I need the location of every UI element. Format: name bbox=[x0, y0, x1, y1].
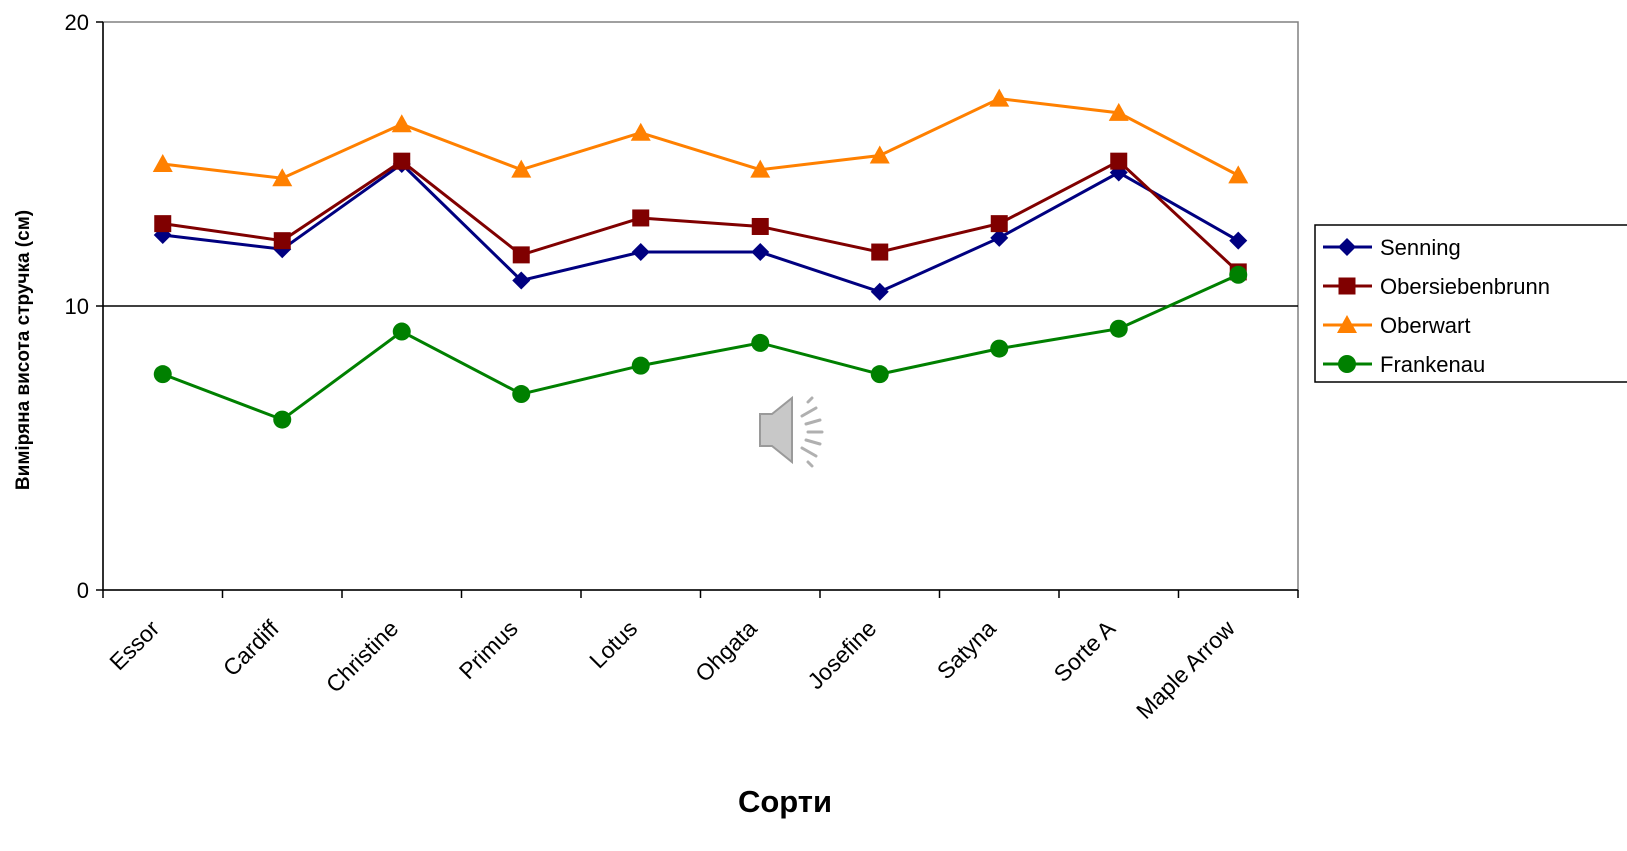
data-point-senning-5 bbox=[751, 243, 770, 262]
data-point-obersiebenbrunn-4 bbox=[632, 209, 650, 227]
data-point-frankenau-7 bbox=[990, 339, 1009, 358]
series-line-frankenau bbox=[162, 273, 1239, 422]
legend-label-3: Frankenau bbox=[1380, 352, 1485, 377]
legend-item-obersiebenbrunn: Obersiebenbrunn bbox=[1323, 274, 1550, 299]
x-category-label-4: Lotus bbox=[584, 615, 642, 673]
data-point-obersiebenbrunn-8 bbox=[1110, 152, 1128, 170]
data-point-senning-6 bbox=[870, 282, 889, 301]
x-category-label-8: Sorte A bbox=[1049, 615, 1121, 687]
data-point-oberwart-6 bbox=[869, 145, 890, 164]
legend: Senning Obersiebenbrunn Oberwart Frankenau bbox=[1314, 224, 1627, 383]
data-point-oberwart-5 bbox=[750, 159, 771, 178]
legend-item-oberwart: Oberwart bbox=[1323, 313, 1470, 338]
data-point-obersiebenbrunn-3 bbox=[512, 246, 530, 264]
data-point-senning-7 bbox=[990, 228, 1009, 247]
data-point-obersiebenbrunn-0 bbox=[154, 215, 172, 233]
legend-label-1: Obersiebenbrunn bbox=[1380, 274, 1550, 299]
series-line-senning bbox=[162, 162, 1239, 294]
legend-swatch-marker-2 bbox=[1337, 315, 1357, 333]
y-tick-label-1: 10 bbox=[65, 294, 89, 319]
x-category-label-7: Satyna bbox=[932, 615, 1001, 684]
legend-swatch-marker-0 bbox=[1338, 238, 1356, 256]
series-oberwart bbox=[152, 88, 1249, 187]
legend-box bbox=[1314, 224, 1627, 383]
x-category-label-9: Maple Arrow bbox=[1131, 615, 1240, 724]
x-category-label-6: Josefine bbox=[802, 615, 881, 694]
series-layer bbox=[152, 88, 1249, 429]
legend-item-senning: Senning bbox=[1323, 235, 1461, 260]
legend-label-2: Oberwart bbox=[1380, 313, 1470, 338]
series-frankenau bbox=[153, 265, 1248, 429]
series-obersiebenbrunn bbox=[154, 152, 1247, 281]
x-category-label-3: Primus bbox=[454, 615, 523, 684]
data-point-senning-9 bbox=[1229, 231, 1248, 250]
x-category-label-0: Essor bbox=[104, 615, 164, 675]
data-point-frankenau-4 bbox=[631, 356, 650, 375]
data-point-obersiebenbrunn-1 bbox=[273, 232, 291, 250]
x-ticks: Essor Cardiff Christine Primus Lotus Ohgata Jo… bbox=[102, 590, 1299, 724]
data-point-senning-4 bbox=[631, 243, 650, 262]
series-line-obersiebenbrunn bbox=[162, 159, 1240, 274]
data-point-frankenau-2 bbox=[392, 322, 411, 341]
legend-label-0: Senning bbox=[1380, 235, 1461, 260]
data-point-oberwart-8 bbox=[1108, 102, 1129, 121]
data-point-frankenau-5 bbox=[751, 333, 770, 352]
y-axis-title: Виміряна висота стручка (см) bbox=[13, 210, 34, 490]
speaker-audio-icon[interactable] bbox=[759, 395, 824, 468]
data-point-oberwart-7 bbox=[989, 88, 1010, 107]
legend-item-frankenau: Frankenau bbox=[1323, 352, 1485, 377]
y-ticks: 0 10 20 bbox=[65, 10, 103, 603]
data-point-frankenau-8 bbox=[1109, 319, 1128, 338]
data-point-obersiebenbrunn-7 bbox=[990, 215, 1008, 233]
data-point-frankenau-9 bbox=[1229, 265, 1248, 284]
data-point-frankenau-6 bbox=[870, 365, 889, 384]
x-category-label-1: Cardiff bbox=[218, 615, 284, 681]
data-point-oberwart-1 bbox=[272, 168, 293, 187]
data-point-oberwart-4 bbox=[630, 122, 651, 141]
data-point-frankenau-0 bbox=[153, 365, 172, 384]
data-point-oberwart-3 bbox=[511, 159, 532, 178]
data-point-obersiebenbrunn-2 bbox=[393, 152, 411, 170]
data-point-oberwart-9 bbox=[1228, 165, 1249, 184]
legend-swatch-marker-3 bbox=[1338, 355, 1356, 373]
series-line-oberwart bbox=[162, 97, 1239, 180]
data-point-obersiebenbrunn-5 bbox=[751, 217, 769, 235]
y-tick-label-0: 0 bbox=[77, 578, 89, 603]
x-category-label-2: Christine bbox=[321, 615, 404, 698]
data-point-frankenau-1 bbox=[273, 410, 292, 429]
x-category-label-5: Ohgata bbox=[690, 615, 762, 687]
data-point-oberwart-2 bbox=[391, 114, 412, 133]
y-tick-label-2: 20 bbox=[65, 10, 89, 35]
legend-swatch-marker-1 bbox=[1338, 277, 1356, 295]
data-point-oberwart-0 bbox=[152, 154, 173, 172]
data-point-frankenau-3 bbox=[512, 385, 531, 404]
x-axis-title: Сорти bbox=[738, 784, 832, 819]
data-point-obersiebenbrunn-6 bbox=[871, 243, 889, 261]
data-point-senning-3 bbox=[512, 271, 531, 290]
